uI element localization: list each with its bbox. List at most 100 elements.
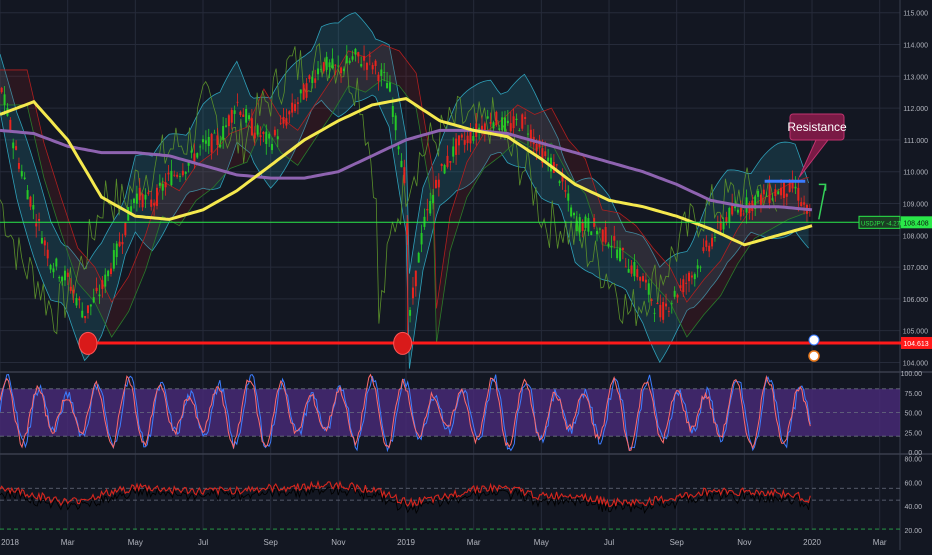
candle-body (429, 201, 432, 214)
candle-body (222, 126, 225, 140)
candle-body (794, 186, 797, 189)
candle-body (573, 212, 576, 216)
rsi-line (0, 479, 811, 508)
candle-body (512, 116, 515, 129)
candle-body (325, 56, 328, 70)
candle-body (777, 191, 780, 195)
candle-body (81, 310, 84, 318)
projection-arrow (818, 183, 827, 220)
axes: 115.000 114.000 113.000 112.000 111.000 110.0… (1, 11, 932, 547)
candle-body (685, 282, 688, 284)
candle-body (308, 75, 311, 80)
candle-body (667, 311, 670, 312)
candle-body (176, 174, 179, 177)
series (0, 45, 813, 515)
candle-body (75, 298, 78, 306)
candle-body (598, 228, 601, 230)
candle-body (256, 125, 259, 135)
candle-body (803, 202, 806, 205)
candle-body (69, 286, 72, 291)
candle-body (797, 187, 800, 201)
candle-body (665, 303, 668, 307)
candle-body (345, 55, 348, 64)
candle-body (403, 167, 406, 184)
candle-body (739, 207, 742, 217)
candle-body (20, 171, 23, 177)
candle-body (167, 172, 170, 175)
symbol-tag (858, 215, 901, 229)
candle-body (774, 189, 777, 197)
candle-body (84, 315, 87, 319)
time-tick-label: 2019 (397, 538, 415, 547)
candle-body (742, 213, 745, 215)
candle-body (483, 123, 486, 133)
candle-body (722, 223, 725, 230)
candle-body (86, 305, 89, 314)
candle-body (15, 146, 18, 150)
candle-body (104, 274, 107, 287)
time-tick-label: 2020 (803, 538, 821, 547)
candle-body (699, 266, 702, 268)
candle-body (227, 115, 230, 127)
rsi-tick-label: 80.00 (904, 456, 922, 463)
candle-body (495, 111, 498, 125)
time-tick-label: Sep (670, 538, 685, 547)
time-tick-label: Mar (873, 538, 887, 547)
candle-body (498, 128, 501, 130)
price-tick-label: 105.000 (903, 329, 928, 336)
candle-body (544, 151, 547, 157)
candle-body (679, 285, 682, 289)
candle-body (296, 102, 299, 104)
candle-body (253, 132, 256, 139)
candle-body (0, 87, 3, 93)
candle-body (624, 266, 627, 268)
candle-body (9, 119, 12, 131)
candle-body (417, 252, 420, 263)
candle-body (437, 179, 440, 188)
candle-body (515, 118, 518, 121)
candle-body (153, 202, 156, 206)
price-tick-label: 109.000 (903, 201, 928, 208)
candle-body (245, 108, 248, 123)
candle-body (400, 160, 403, 168)
candle-body (604, 226, 607, 243)
candle-body (299, 89, 302, 94)
candle-body (334, 64, 337, 66)
support-price-tag (901, 336, 932, 349)
stoch-tick-label: 100.00 (901, 371, 923, 378)
candle-body (788, 179, 791, 192)
price-tick-label: 114.000 (903, 43, 928, 50)
candle-body (564, 190, 567, 192)
candle-body (179, 176, 181, 178)
candle-body (432, 194, 435, 204)
candle-body (759, 194, 762, 205)
candle-body (426, 208, 429, 211)
time-tick-label: Nov (737, 538, 751, 547)
candle-body (745, 197, 748, 213)
candle-body (49, 265, 52, 270)
candle-body (711, 237, 714, 247)
candle-body (342, 68, 345, 72)
candle-body (328, 62, 331, 68)
candle-body (98, 294, 101, 297)
candle-body (170, 170, 173, 186)
candle-body (621, 247, 624, 250)
stoch-tick-label: 25.00 (904, 430, 922, 437)
candle-body (443, 164, 446, 174)
candle-body (38, 218, 41, 221)
candle-body (242, 114, 245, 117)
candle-body (331, 58, 334, 69)
candle-body (391, 106, 394, 117)
rsi-tick-label: 20.00 (904, 528, 922, 535)
candle-body (233, 110, 236, 114)
candle-body (107, 270, 110, 277)
candle-body (518, 130, 521, 131)
candle-body (434, 179, 437, 188)
candle-body (636, 269, 639, 278)
candle-body (236, 101, 239, 103)
candle-body (469, 131, 472, 144)
candle-body (440, 163, 443, 166)
